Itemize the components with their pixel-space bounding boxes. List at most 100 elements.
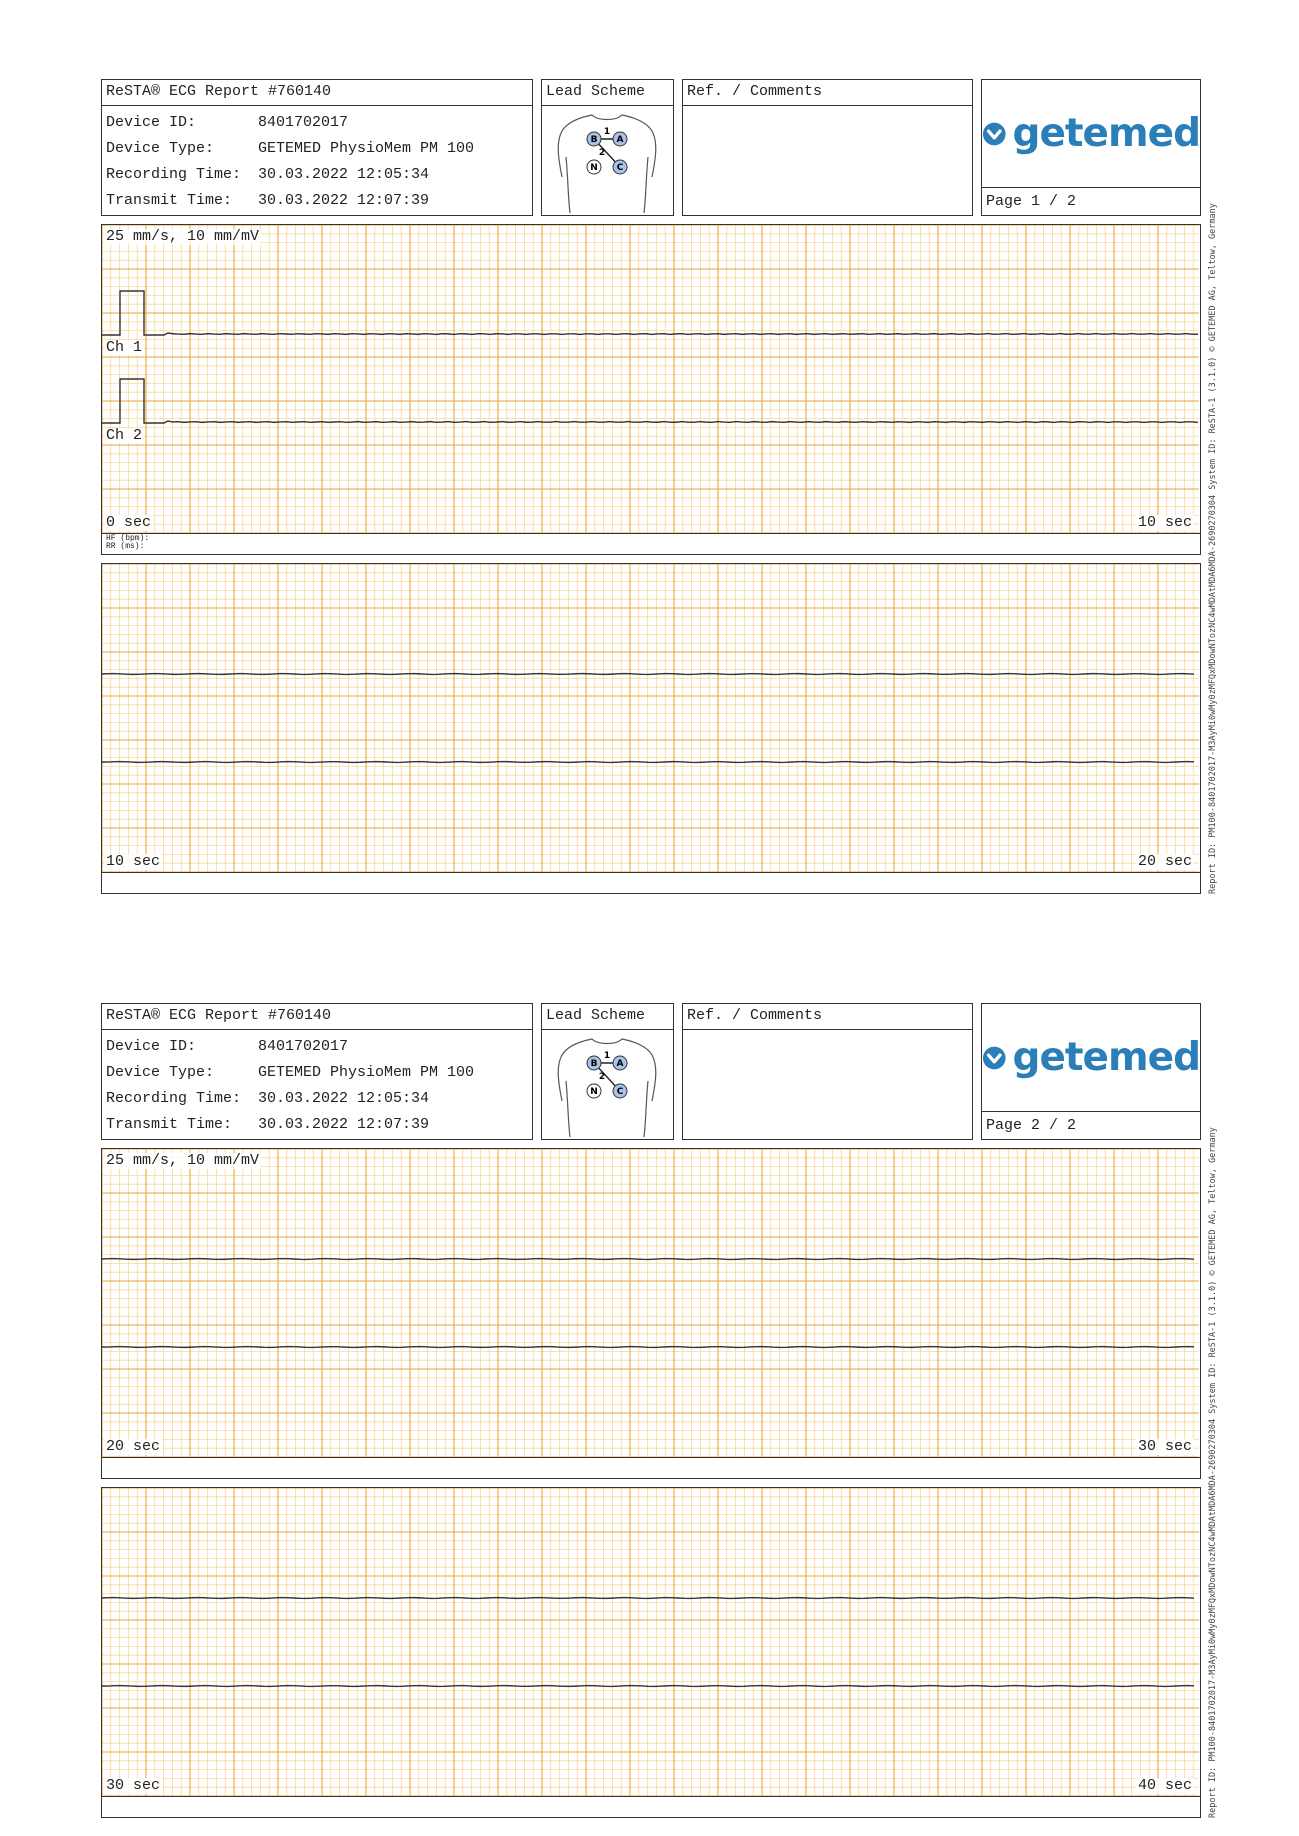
report-id-side-text: Report ID: PM100-8401702017-M3AyMi0wMy0z… [1208, 1127, 1218, 1818]
electrode-n [586, 159, 602, 175]
electrode-b-label: B [591, 135, 598, 145]
ecg-trace-channel-1 [102, 1257, 1195, 1261]
lead-scheme-box: Lead Scheme B A N C 1 2 [541, 1003, 674, 1140]
electrode-c-label: C [617, 163, 624, 173]
ecg-trace-channel-1 [102, 290, 1199, 336]
electrode-b [586, 1055, 602, 1071]
logo: getemed [982, 80, 1201, 188]
strip-end-time: 30 sec [1135, 1438, 1194, 1455]
lead-1-label: 1 [604, 1051, 610, 1061]
strip-start-time: 20 sec [104, 1438, 163, 1455]
transmit-time-value: 30.03.2022 12:07:39 [258, 1116, 430, 1133]
heart-rate-row: HF (bpm): RR (ms): [102, 533, 1200, 553]
heart-chevron-icon [982, 122, 1006, 145]
torso-outline [557, 1038, 657, 1138]
grid-minor-lines [102, 1488, 1199, 1796]
report-title: ReSTA® ECG Report #760140 [102, 1004, 532, 1030]
electrode-b-label: B [591, 1059, 598, 1069]
comments-title: Ref. / Comments [683, 1004, 972, 1030]
electrode-n-label: N [590, 1087, 598, 1097]
lead-2-label: 2 [599, 1072, 605, 1082]
logo-text: getemed [1012, 111, 1201, 156]
heart-chevron-icon [982, 1046, 1006, 1069]
recording-time-label: Recording Time: [106, 1090, 242, 1107]
scale-label: 25 mm/s, 10 mm/mV [104, 228, 262, 245]
lead-2-label: 2 [599, 148, 605, 158]
ecg-trace-ch1-ch2 [102, 1596, 1195, 1688]
report-title: ReSTA® ECG Report #760140 [102, 80, 532, 106]
electrode-n [586, 1083, 602, 1099]
device-type-label: Device Type: [106, 140, 215, 157]
recording-time-row: Recording Time: 30.03.2022 12:05:34 [106, 1086, 429, 1112]
ecg-strip-0-10: 25 mm/s, 10 mm/mV Ch 1 Ch 2 0 sec 10 sec… [101, 224, 1201, 555]
strip-start-time: 30 sec [104, 1777, 163, 1794]
grid-minor-lines [102, 1149, 1199, 1457]
logo-box: getemed Page 1 / 2 [981, 79, 1201, 216]
device-type-row: Device Type: GETEMED PhysioMem PM 100 [106, 1060, 474, 1086]
recording-time-label: Recording Time: [106, 166, 242, 183]
device-id-row: Device ID: 8401702017 [106, 110, 348, 136]
torso-outline [557, 114, 657, 214]
grid-major-lines [102, 1149, 1199, 1457]
device-id-row: Device ID: 8401702017 [106, 1034, 348, 1060]
electrode-c [612, 1083, 628, 1099]
comments-box: Ref. / Comments [682, 1003, 973, 1140]
hf-label: HF (bpm): [106, 534, 150, 543]
lead-scheme-box: Lead Scheme B A N C 1 2 [541, 79, 674, 216]
heart-rate-row [102, 1796, 1200, 1816]
device-id-label: Device ID: [106, 114, 197, 131]
page-label: Page 2 / 2 [986, 1117, 1077, 1134]
torso-lead-diagram: B A N C 1 2 [557, 1038, 657, 1138]
transmit-time-label: Transmit Time: [106, 192, 233, 209]
lead-scheme-title: Lead Scheme [542, 80, 673, 106]
ecg-trace-channel-2 [102, 760, 1195, 764]
electrode-b [586, 131, 602, 147]
ecg-grid [102, 225, 1199, 533]
device-id-value: 8401702017 [258, 1038, 349, 1055]
electrode-a-label: A [617, 135, 624, 145]
electrode-a [612, 131, 628, 147]
grid-major-lines [102, 225, 1199, 533]
transmit-time-value: 30.03.2022 12:07:39 [258, 192, 430, 209]
report-page-2: ReSTA® ECG Report #760140 Device ID: 8401… [0, 924, 1299, 1836]
electrode-n-label: N [590, 163, 598, 173]
logo-text: getemed [1012, 1035, 1201, 1080]
lead-1-label: 1 [604, 127, 610, 137]
recording-time-value: 30.03.2022 12:05:34 [258, 166, 430, 183]
device-type-row: Device Type: GETEMED PhysioMem PM 100 [106, 136, 474, 162]
ecg-strip-30-40: 30 sec 40 sec [101, 1487, 1201, 1818]
channel-1-label: Ch 1 [104, 339, 145, 356]
heart-rate-row [102, 872, 1200, 892]
transmit-time-row: Transmit Time: 30.03.2022 12:07:39 [106, 1112, 429, 1138]
ecg-trace-channel-1 [102, 1596, 1195, 1600]
grid-major-lines [102, 1488, 1199, 1796]
report-info-box: ReSTA® ECG Report #760140 Device ID: 8401… [101, 1003, 533, 1140]
comments-box: Ref. / Comments [682, 79, 973, 216]
lead-scheme-title: Lead Scheme [542, 1004, 673, 1030]
transmit-time-row: Transmit Time: 30.03.2022 12:07:39 [106, 188, 429, 214]
electrode-a-label: A [617, 1059, 624, 1069]
strip-end-time: 10 sec [1135, 514, 1194, 531]
ecg-grid [102, 564, 1199, 872]
grid-minor-lines [102, 564, 1199, 872]
logo: getemed [982, 1004, 1201, 1112]
device-id-value: 8401702017 [258, 114, 349, 131]
ecg-grid [102, 1149, 1199, 1457]
scale-label: 25 mm/s, 10 mm/mV [104, 1152, 262, 1169]
electrode-c [612, 159, 628, 175]
device-type-label: Device Type: [106, 1064, 215, 1081]
electrode-c-label: C [617, 1087, 624, 1097]
strip-start-time: 0 sec [104, 514, 154, 531]
ecg-trace-ch1-ch2 [102, 1257, 1195, 1349]
recording-time-value: 30.03.2022 12:05:34 [258, 1090, 430, 1107]
ecg-trace-ch1-ch2 [102, 672, 1195, 764]
grid-minor-lines [102, 225, 1199, 533]
logo-box: getemed Page 2 / 2 [981, 1003, 1201, 1140]
strip-end-time: 20 sec [1135, 853, 1194, 870]
report-id-side-text: Report ID: PM100-8401702017-M3AyMi0wMy0z… [1208, 203, 1218, 894]
rr-label: RR (ms): [106, 542, 145, 551]
ecg-strip-20-30: 25 mm/s, 10 mm/mV 20 sec 30 sec [101, 1148, 1201, 1479]
device-type-value: GETEMED PhysioMem PM 100 [258, 1064, 475, 1081]
ecg-trace-channel-2 [102, 378, 1199, 424]
strip-end-time: 40 sec [1135, 1777, 1194, 1794]
